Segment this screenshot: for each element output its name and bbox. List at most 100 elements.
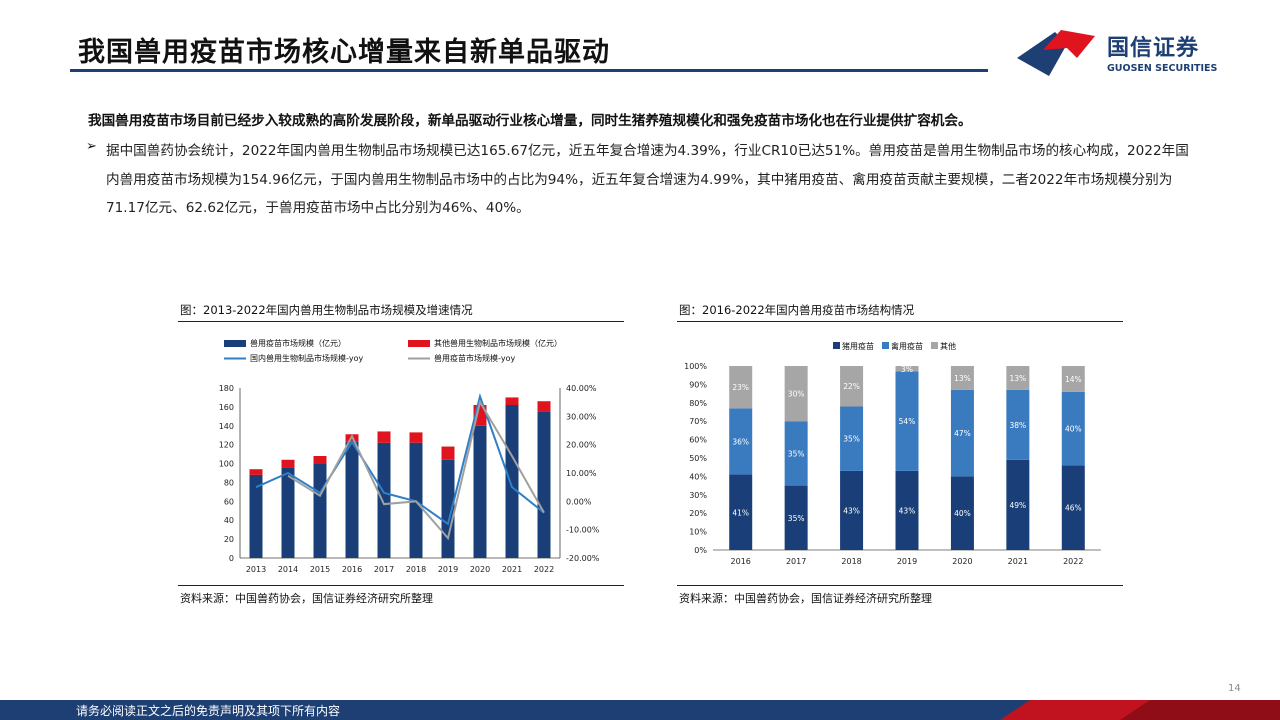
data-label: 40%: [1065, 425, 1082, 434]
bar-segment: [377, 442, 391, 558]
data-label: 43%: [899, 506, 916, 515]
legend-label: 国内兽用生物制品市场规模-yoy: [250, 353, 364, 363]
data-label: 54%: [899, 417, 916, 426]
bar-segment: [281, 459, 295, 468]
y-tick-label: 20: [224, 535, 234, 544]
right-chart-source: 资料来源：中国兽药协会，国信证券经济研究所整理: [679, 592, 932, 605]
bar-segment: [313, 456, 327, 464]
bar-segment: [784, 485, 808, 550]
left-chart-source: 资料来源：中国兽药协会，国信证券经济研究所整理: [180, 592, 433, 605]
title-underline: [70, 69, 988, 72]
y-tick-label: 40%: [689, 472, 707, 481]
y-tick-label: 90%: [689, 380, 707, 389]
x-tick-label: 2022: [1063, 557, 1083, 566]
y-tick-label: 40: [224, 516, 234, 525]
x-tick-label: 2022: [534, 565, 554, 574]
left-source-rule: [178, 585, 624, 586]
bar-segment: [1061, 465, 1085, 550]
legend-label: 其他: [940, 341, 956, 351]
y-tick-label: 0: [229, 554, 234, 563]
bar-segment: [895, 371, 919, 471]
legend-label: 兽用疫苗市场规模（亿元）: [250, 338, 346, 348]
bar-segment: [950, 389, 974, 477]
y2-tick-label: 40.00%: [566, 384, 597, 393]
bar-segment: [1006, 389, 1030, 460]
summary-text: 我国兽用疫苗市场目前已经步入较成熟的高阶发展阶段，新单品驱动行业核心增量，同时生…: [88, 113, 972, 129]
data-label: 23%: [732, 383, 749, 392]
bar-segment: [1006, 366, 1030, 390]
bar-segment: [1061, 366, 1085, 392]
bar-segment: [784, 421, 808, 486]
y2-tick-label: 30.00%: [566, 412, 597, 421]
x-tick-label: 2017: [374, 565, 394, 574]
y2-tick-label: 20.00%: [566, 441, 597, 450]
series-line: [255, 393, 545, 526]
legend-swatch: [408, 340, 430, 347]
data-label: 49%: [1010, 501, 1027, 510]
data-label: 41%: [732, 508, 749, 517]
y-tick-label: 100%: [684, 362, 707, 371]
right-caption-rule: [677, 321, 1123, 322]
y-tick-label: 0%: [694, 546, 707, 555]
x-tick-label: 2016: [731, 557, 751, 566]
y-tick-label: 10%: [689, 528, 707, 537]
bar-segment: [281, 467, 295, 558]
footer-bar: [0, 700, 1280, 720]
data-label: 3%: [901, 365, 913, 374]
legend-swatch: [224, 340, 246, 347]
bar-segment: [840, 470, 864, 550]
y-tick-label: 80%: [689, 399, 707, 408]
legend-swatch: [833, 342, 840, 349]
x-tick-label: 2015: [310, 565, 330, 574]
y-tick-label: 120: [219, 441, 234, 450]
y-tick-label: 60%: [689, 436, 707, 445]
footer-accent: [1000, 700, 1280, 720]
bar-segment: [377, 431, 391, 443]
x-tick-label: 2021: [502, 565, 522, 574]
y2-tick-label: -10.00%: [566, 526, 600, 535]
page-title: 我国兽用疫苗市场核心增量来自新单品驱动: [78, 37, 610, 68]
y-tick-label: 20%: [689, 509, 707, 518]
bar-segment: [505, 397, 519, 405]
data-label: 36%: [732, 437, 749, 446]
bar-segment: [895, 470, 919, 550]
y-tick-label: 60: [224, 497, 234, 506]
left-chart-caption: 图：2013-2022年国内兽用生物制品市场规模及增速情况: [180, 303, 473, 317]
bar-segment: [895, 366, 919, 372]
x-tick-label: 2013: [246, 565, 266, 574]
y-tick-label: 100: [219, 460, 234, 469]
y-tick-label: 50%: [689, 454, 707, 463]
data-label: 35%: [788, 514, 805, 523]
y-tick-label: 30%: [689, 491, 707, 500]
series-line: [287, 399, 545, 541]
y-tick-label: 140: [219, 422, 234, 431]
x-tick-label: 2021: [1008, 557, 1028, 566]
legend-swatch: [931, 342, 938, 349]
x-tick-label: 2016: [342, 565, 362, 574]
bar-segment: [473, 425, 487, 558]
x-tick-label: 2019: [897, 557, 917, 566]
data-label: 14%: [1065, 375, 1082, 384]
bar-segment: [441, 446, 455, 460]
data-label: 47%: [954, 429, 971, 438]
data-label: 38%: [1010, 421, 1027, 430]
right-chart-caption: 图：2016-2022年国内兽用疫苗市场结构情况: [679, 303, 915, 317]
bar-segment: [784, 366, 808, 422]
data-label: 22%: [843, 382, 860, 391]
bar-segment: [729, 366, 753, 409]
page-number: 14: [1228, 683, 1241, 694]
legend-label: 兽用疫苗市场规模-yoy: [434, 353, 516, 363]
logo-mark-icon: [1017, 30, 1095, 76]
y-tick-label: 160: [219, 403, 234, 412]
bar-segment: [505, 405, 519, 558]
data-label: 46%: [1065, 504, 1082, 513]
bullet-arrow-icon: ➢: [86, 139, 97, 154]
footer-disclaimer: 请务必阅读正文之后的免责声明及其项下所有内容: [76, 704, 341, 718]
bar-segment: [249, 469, 263, 475]
bar-segment: [729, 408, 753, 475]
right-chart: 0% 10% 20% 30% 40% 50% 60% 70% 80% 90% 100% 41% 36% 2…: [684, 341, 1101, 566]
x-tick-label: 2017: [786, 557, 806, 566]
x-tick-label: 2014: [278, 565, 298, 574]
legend-label: 禽用疫苗: [891, 341, 923, 351]
y2-tick-label: 10.00%: [566, 469, 597, 478]
